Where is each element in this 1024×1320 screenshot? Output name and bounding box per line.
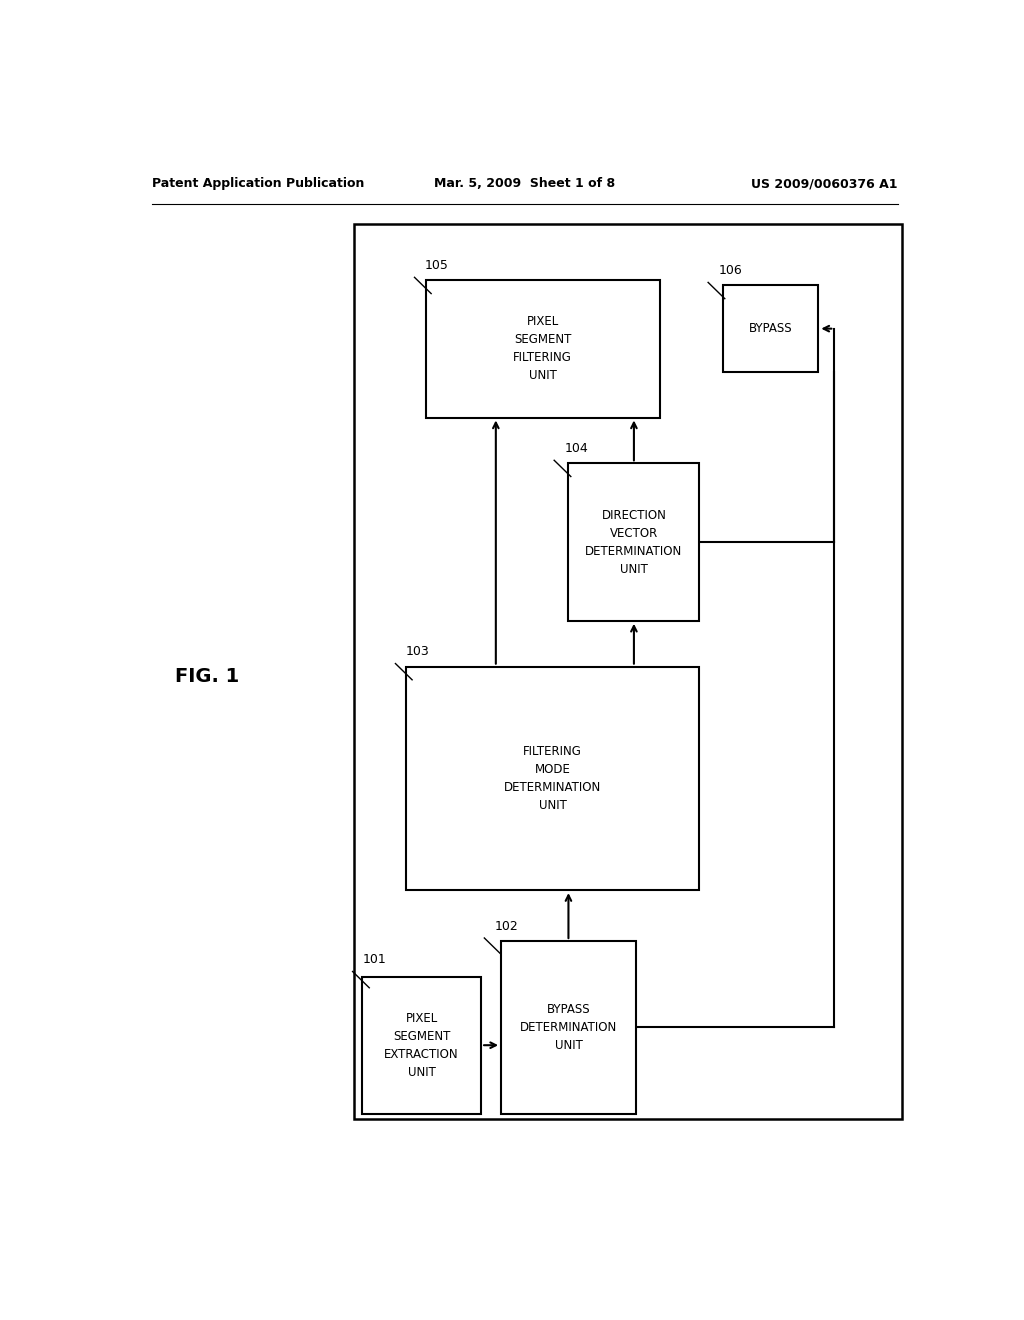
Text: Mar. 5, 2009  Sheet 1 of 8: Mar. 5, 2009 Sheet 1 of 8	[434, 177, 615, 190]
Text: PIXEL
SEGMENT
FILTERING
UNIT: PIXEL SEGMENT FILTERING UNIT	[513, 315, 572, 383]
Text: BYPASS
DETERMINATION
UNIT: BYPASS DETERMINATION UNIT	[520, 1003, 617, 1052]
Text: BYPASS: BYPASS	[749, 322, 793, 335]
Text: Patent Application Publication: Patent Application Publication	[152, 177, 365, 190]
Text: 101: 101	[362, 953, 387, 966]
Text: FILTERING
MODE
DETERMINATION
UNIT: FILTERING MODE DETERMINATION UNIT	[504, 744, 601, 812]
Bar	[723, 285, 818, 372]
Bar	[362, 977, 481, 1114]
Bar	[426, 280, 659, 417]
Text: 104: 104	[564, 442, 588, 455]
Bar	[406, 667, 699, 890]
Text: 102: 102	[495, 920, 518, 933]
Text: 105: 105	[425, 259, 449, 272]
Bar	[354, 224, 902, 1119]
Text: DIRECTION
VECTOR
DETERMINATION
UNIT: DIRECTION VECTOR DETERMINATION UNIT	[586, 508, 683, 576]
Text: 103: 103	[406, 645, 429, 659]
Text: 106: 106	[719, 264, 742, 277]
Bar	[568, 463, 699, 620]
Text: PIXEL
SEGMENT
EXTRACTION
UNIT: PIXEL SEGMENT EXTRACTION UNIT	[384, 1011, 459, 1078]
Text: FIG. 1: FIG. 1	[175, 668, 240, 686]
Bar	[501, 941, 636, 1114]
Text: US 2009/0060376 A1: US 2009/0060376 A1	[752, 177, 898, 190]
